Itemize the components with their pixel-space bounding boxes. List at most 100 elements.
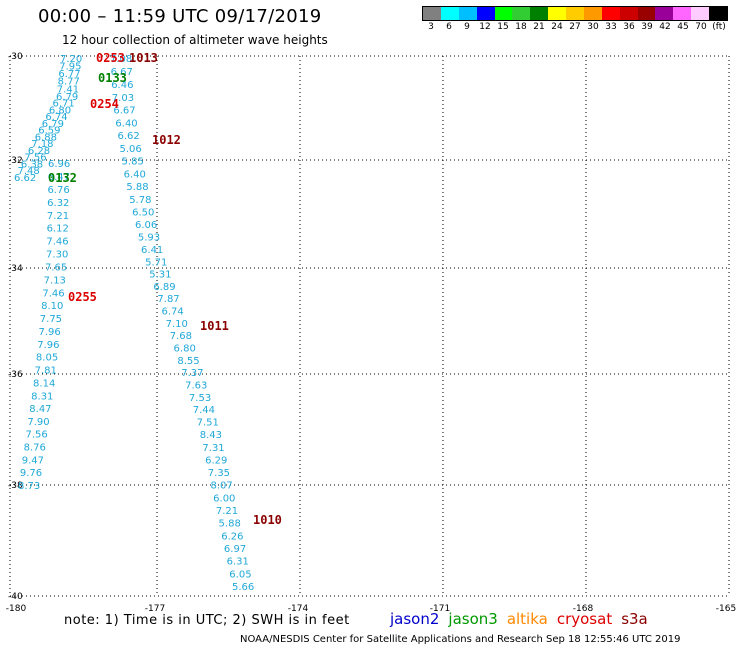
wave-height-value: 7.21 xyxy=(216,506,238,517)
wave-height-value: 6.31 xyxy=(227,557,249,568)
altimeter-tracks: 7.207.956.778.777.416.796.716.806.746.79… xyxy=(14,54,254,593)
wave-height-value: 7.46 xyxy=(42,288,64,299)
pass-time-label: 1011 xyxy=(200,319,229,333)
color-swatch xyxy=(655,7,674,20)
pass-time-label: 1012 xyxy=(152,133,181,147)
mission-legend-jason3: jason3 xyxy=(448,610,498,628)
color-swatch xyxy=(619,7,638,20)
wave-height-value: 7.03 xyxy=(112,93,134,104)
wave-height-value: 8.77 xyxy=(58,77,80,88)
color-swatch xyxy=(601,7,620,20)
wave-height-value: 5.88 xyxy=(126,182,148,193)
wave-height-value: 7.35 xyxy=(208,468,230,479)
wave-height-value: 7.21 xyxy=(47,211,69,222)
wave-height-value: 5.06 xyxy=(120,144,142,155)
wave-height-value: 6.29 xyxy=(205,455,227,466)
color-scale-legend: 3 6 9 12 15 18 21 24 27 30 33 36 39 42 45 70 (ft) xyxy=(422,6,728,32)
mission-legend-altika: altika xyxy=(506,610,548,628)
color-scale-label: 36 xyxy=(623,22,635,32)
wave-height-value: 6.77 xyxy=(58,69,80,80)
wave-height-value: 7.41 xyxy=(57,84,79,95)
wave-height-value: 6.47 xyxy=(48,172,70,183)
color-scale-label: 15 xyxy=(497,22,509,32)
wave-height-value: 5.31 xyxy=(149,270,171,281)
wave-height-value: 6.40 xyxy=(124,169,146,180)
color-scale-label: 70 xyxy=(695,22,707,32)
wave-height-value: 6.79 xyxy=(42,119,64,130)
color-scale-label: 45 xyxy=(677,22,689,32)
x-tick-label: -171 xyxy=(430,604,450,614)
wave-height-value: 8.07 xyxy=(210,481,232,492)
map-title: 00:00 – 11:59 UTC 09/17/2019 xyxy=(38,6,322,27)
wave-height-value: 7.44 xyxy=(193,405,215,416)
wave-height-value: 5.88 xyxy=(219,519,241,530)
color-scale-label: 42 xyxy=(659,22,671,32)
wave-height-value: 6.59 xyxy=(38,126,60,137)
wave-height-value: 7.30 xyxy=(46,250,68,261)
wave-height-value: 8.05 xyxy=(36,353,58,364)
color-scale-label: 6 xyxy=(446,22,452,32)
wave-height-value: 6.67 xyxy=(111,67,133,78)
color-scale-labels: 3 6 9 12 15 18 21 24 27 30 33 36 39 42 45 70 (ft) xyxy=(422,22,728,32)
wave-height-value: 6.88 xyxy=(35,132,57,143)
pass-time-label: 1010 xyxy=(253,513,282,527)
wave-height-value: 6.46 xyxy=(111,80,133,91)
footer-note: note: 1) Time is in UTC; 2) SWH is in fe… xyxy=(64,613,350,628)
wave-height-value: 7.56 xyxy=(26,430,48,441)
wave-height-value: 6.05 xyxy=(229,569,251,580)
wave-height-value: 5.93 xyxy=(138,233,160,244)
wave-height-value: 6.80 xyxy=(49,105,71,116)
wave-height-value: 7.65 xyxy=(45,263,67,274)
wave-height-value: 8.47 xyxy=(29,404,51,415)
wave-height-value: 7.53 xyxy=(189,393,211,404)
wave-height-value: 7.81 xyxy=(35,366,57,377)
wave-height-value: 6.74 xyxy=(45,112,67,123)
wave-height-value: 6.41 xyxy=(141,245,163,256)
wave-height-value: 7.46 xyxy=(46,237,68,248)
wave-height-value: 6.76 xyxy=(47,185,69,196)
y-tick-label: -40 xyxy=(8,592,23,602)
wave-height-value: 6.80 xyxy=(174,343,196,354)
wave-height-value: 6.71 xyxy=(52,99,74,110)
wave-height-value: 8.76 xyxy=(24,443,46,454)
color-swatch xyxy=(530,7,549,20)
wave-height-value: 7.68 xyxy=(170,331,192,342)
color-scale-label: 39 xyxy=(641,22,653,32)
axis-tick-labels: -180 -177 -174 -171 -168 -165 -30 -32 -34 -36 -38 -… xyxy=(6,52,736,614)
x-tick-label: -174 xyxy=(288,604,309,614)
wave-height-value: 8.14 xyxy=(33,378,55,389)
color-scale-label: 3 xyxy=(428,22,434,32)
pass-time-label: 0132 xyxy=(48,171,77,185)
color-scale-label: 9 xyxy=(464,22,470,32)
mission-legend: jason2 jason3 altika cryosat s3a xyxy=(390,610,657,628)
y-tick-label: -34 xyxy=(8,264,23,274)
wave-height-value: 7.96 xyxy=(37,340,59,351)
wave-height-value: 6.89 xyxy=(153,282,175,293)
wave-height-value: 8.31 xyxy=(31,391,53,402)
wave-height-value: 7.48 xyxy=(17,166,39,177)
color-swatch xyxy=(458,7,477,20)
x-tick-label: -168 xyxy=(573,604,594,614)
wave-height-value: 6.74 xyxy=(162,307,184,318)
wave-height-value: 7.31 xyxy=(202,443,224,454)
wave-height-value: 8.73 xyxy=(18,481,40,492)
color-swatch xyxy=(673,7,692,20)
wave-height-value: 6.62 xyxy=(14,173,36,184)
wave-height-value: 6.38 xyxy=(21,159,43,170)
credit-line: NOAA/NESDIS Center for Satellite Applica… xyxy=(240,634,681,645)
color-scale-label: 27 xyxy=(569,22,581,32)
color-swatch xyxy=(709,7,727,20)
wave-height-value: 6.12 xyxy=(47,224,69,235)
color-swatch xyxy=(494,7,513,20)
x-tick-label: -180 xyxy=(6,604,27,614)
wave-height-value: 7.96 xyxy=(39,327,61,338)
wave-height-value: 7.56 xyxy=(24,153,46,164)
wave-height-value: 6.32 xyxy=(47,198,69,209)
wave-height-value: 6.00 xyxy=(213,493,235,504)
wave-height-value: 7.18 xyxy=(31,139,53,150)
color-scale-label: 12 xyxy=(479,22,491,32)
wave-height-value: 6.28 xyxy=(28,146,50,157)
y-tick-label: -30 xyxy=(8,52,23,62)
wave-height-value: 6.96 xyxy=(48,159,70,170)
